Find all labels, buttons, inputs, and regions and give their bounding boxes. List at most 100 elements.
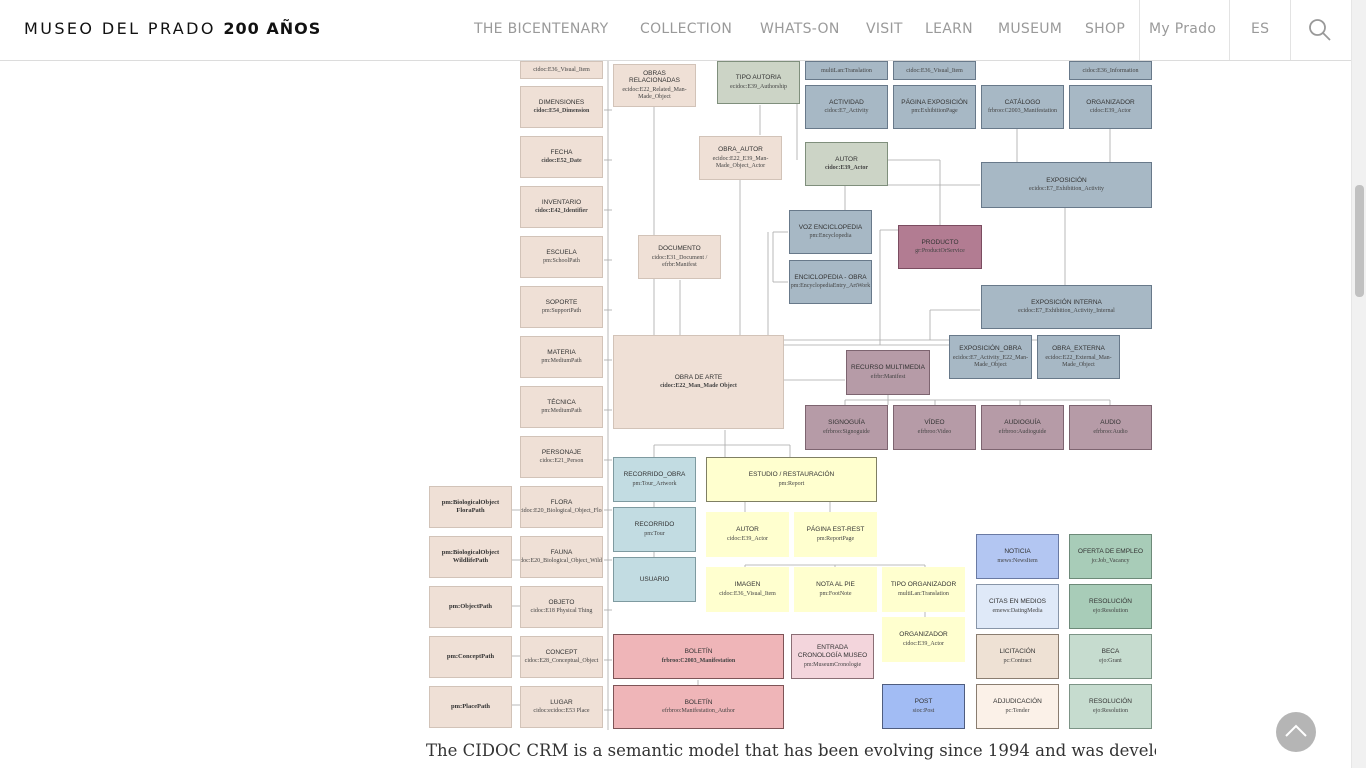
box-exposicion-obra: EXPOSICIÓN_OBRA ecidoc:E7_Activity_E22_M…: [949, 335, 1032, 379]
language-switch[interactable]: ES: [1251, 21, 1270, 37]
box-code: pm:FootNote: [819, 590, 852, 597]
box-code: efrbroo:Audio: [1093, 428, 1128, 435]
box-imagen: IMAGEN cidoc:E36_Visual_Item: [706, 567, 789, 612]
box-code: cidoc:ecidoc:E53 Place: [533, 708, 590, 715]
box-title: LUGAR: [550, 698, 573, 706]
side-box-place-path: pm:PlacePath: [429, 686, 512, 728]
box-audio: AUDIO efrbroo:Audio: [1069, 405, 1152, 450]
left-box-materia: MATERIA pm:MediumPath: [520, 336, 603, 378]
nav-item-shop[interactable]: SHOP: [1085, 21, 1126, 37]
side-box-flora-path: pm:BiologicalObject FloraPath: [429, 486, 512, 528]
box-citas-medios: CITAS EN MEDIOS emews:DatingMedia: [976, 584, 1059, 629]
box-code: pc:Contract: [1003, 657, 1032, 664]
box-beca: BECA ejo:Grant: [1069, 634, 1152, 679]
box-code: pm:MediumPath: [541, 408, 582, 415]
box-title: BECA: [1101, 648, 1120, 655]
box-usuario: USUARIO: [613, 557, 696, 602]
box-title: LICITACIÓN: [999, 648, 1036, 655]
box-autor-est: AUTOR cidoc:E39_Actor: [706, 512, 789, 557]
box-tipo-autoria: TIPO AUTORIA ecidoc:E39_Authorship: [717, 61, 800, 104]
nav-divider: [1139, 0, 1140, 60]
box-title: OBRA_AUTOR: [718, 145, 763, 153]
box-code: cidoc:E39_Actor: [1090, 108, 1131, 115]
box-code: ejo:Grant: [1099, 657, 1122, 664]
box-code: cidoc:E39_Actor: [903, 640, 944, 647]
box-title: AUDIOGUÍA: [1004, 419, 1041, 426]
box-code: ecidoc:E20_Biological_Object_Flora: [520, 508, 603, 515]
box-code: ecidoc:E22_Related_Man-Made_Object: [622, 87, 687, 101]
left-box-fauna: FAUNA ecidoc:E20_Biological_Object_Wildl…: [520, 536, 603, 578]
back-to-top-button[interactable]: [1276, 712, 1316, 752]
site-logo-link[interactable]: MUSEO DEL PRADO 200 AÑOS: [24, 19, 321, 38]
nav-item-visit[interactable]: VISIT: [866, 21, 903, 37]
nav-item-learn[interactable]: LEARN: [925, 21, 973, 37]
box-title: DIMENSIONES: [538, 98, 585, 106]
logo-main: MUSEO DEL PRADO: [24, 19, 216, 38]
box-code: efrbr:Manifest: [870, 373, 906, 380]
scrollbar-thumb[interactable]: [1355, 185, 1364, 297]
box-title: ENTRADA CRONOLOGÍA MUSEO: [797, 644, 868, 659]
box-code: pm:ConceptPath: [446, 653, 495, 661]
box-title: SOPORTE: [545, 298, 578, 306]
box-post: POST sioc:Post: [882, 684, 965, 729]
box-code: ecidoc:E22_External_Man-Made_Object: [1045, 354, 1112, 368]
box-code: ecidoc:E39_Authorship: [730, 83, 787, 90]
box-obras-relacionadas: OBRAS RELACIONADAS ecidoc:E22_Related_Ma…: [613, 64, 696, 107]
box-recorrido: RECORRIDO pm:Tour: [613, 507, 696, 552]
nav-divider: [1229, 0, 1230, 60]
box-obra-externa: OBRA_EXTERNA ecidoc:E22_External_Man-Mad…: [1037, 335, 1120, 379]
box-title: RECURSO MULTIMEDIA: [851, 364, 925, 371]
box-code: pm:BiologicalObject FloraPath: [441, 499, 500, 514]
box-title: NOTICIA: [1004, 548, 1031, 555]
box-resolucion-1: RESOLUCIÓN ejo:Resolution: [1069, 584, 1152, 629]
box-code: pm:ExhibitionPage: [911, 108, 958, 115]
search-icon[interactable]: [1307, 17, 1333, 43]
nav-item-collection[interactable]: COLLECTION: [640, 21, 733, 37]
box-title: OFERTA DE EMPLEO: [1077, 548, 1144, 555]
nav-item-bicentenary[interactable]: THE BICENTENARY: [474, 21, 609, 37]
my-prado-link[interactable]: My Prado: [1149, 21, 1217, 37]
box-code: pm:Tour_Artwork: [632, 480, 677, 487]
box-code: ecidoc:E7_Exhibition_Activity: [1029, 186, 1104, 193]
box-title: CITAS EN MEDIOS: [989, 598, 1046, 605]
box-code: gr:ProductOrService: [915, 248, 965, 255]
box-pagina-exposicion: PÁGINA EXPOSICIÓN pm:ExhibitionPage: [893, 85, 976, 129]
box-code: cidoc:E21_Person: [539, 458, 584, 465]
box-voz-enciclopedia: VOZ ENCICLOPEDIA pm:Encyclopedia: [789, 210, 872, 254]
nav-item-museum[interactable]: MUSEUM: [998, 21, 1063, 37]
left-box-objeto: OBJETO cidoc:E18 Physical Thing: [520, 586, 603, 628]
box-exposicion-interna: EXPOSICIÓN INTERNA ecidoc:E7_Exhibition_…: [981, 285, 1152, 329]
intro-paragraph: The CIDOC CRM is a semantic model that h…: [426, 740, 1156, 762]
box-exposicion: EXPOSICIÓN ecidoc:E7_Exhibition_Activity: [981, 162, 1152, 208]
side-box-wildlife-path: pm:BiologicalObject WildlifePath: [429, 536, 512, 578]
box-code: pm:BiologicalObject WildlifePath: [441, 549, 500, 564]
box-title: USUARIO: [639, 575, 670, 583]
box-code: cidoc:E7_Activity: [824, 108, 869, 115]
box-code: pc:Tender: [1005, 707, 1030, 714]
box-pagina-est-rest: PÁGINA EST-REST pm:ReportPage: [794, 512, 877, 557]
box-autor: AUTOR cidoc:E39_Actor: [805, 142, 888, 186]
box-code: cidoc:E39_Actor: [727, 535, 768, 542]
box-code: pm:MediumPath: [541, 358, 582, 365]
left-box-concept: CONCEPT cidoc:E28_Conceptual_Object: [520, 636, 603, 678]
box-title: PERSONAJE: [541, 448, 582, 456]
box-code: frbroo:C2003_Manifestation: [988, 108, 1057, 115]
box-title: OBRA_EXTERNA: [1052, 344, 1105, 352]
box-code: efrbroo:Audioguide: [998, 428, 1047, 435]
page-scrollbar[interactable]: [1351, 0, 1366, 768]
box-code: pm:Report: [778, 480, 805, 487]
box-title: FECHA: [550, 148, 573, 156]
box-resolucion-2: RESOLUCIÓN ejo:Resolution: [1069, 684, 1152, 729]
box-title: TIPO AUTORIA: [735, 74, 782, 81]
nav-item-whats-on[interactable]: WHATS-ON: [760, 21, 840, 37]
box-code: cidoc:E31_Document / efrbr:Manifest: [651, 254, 708, 268]
left-box-fecha: FECHA cidoc:E52_Date: [520, 136, 603, 178]
box-catalogo: CATÁLOGO frbroo:C2003_Manifestation: [981, 85, 1064, 129]
box-code: ecidoc:E7_Exhibition_Activity_Internal: [1018, 308, 1115, 315]
box-code: emews:DatingMedia: [992, 607, 1043, 614]
box-title: ORGANIZADOR: [899, 631, 948, 638]
left-box-tecnica: TÉCNICA pm:MediumPath: [520, 386, 603, 428]
box-code: cidoc:E28_Conceptual_Object: [524, 658, 599, 665]
box-code: cidoc:E36_Visual_Item: [906, 67, 963, 74]
